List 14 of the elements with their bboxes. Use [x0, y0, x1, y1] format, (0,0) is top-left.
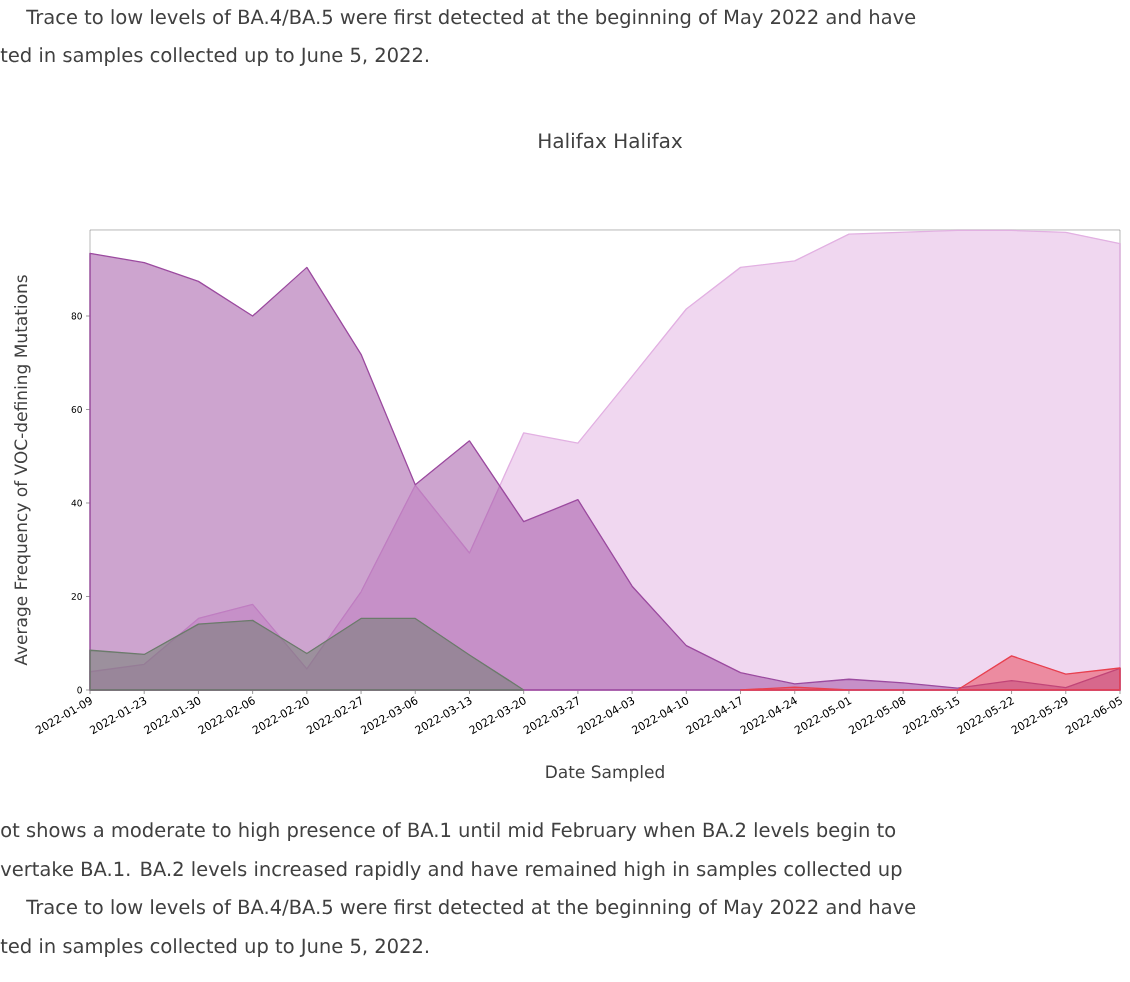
text: vertake BA.1. BA.2 levels increased rapidly and have remained high in samples collected up — [0, 861, 902, 881]
text: ted in samples collected up to June 5, 2022. — [0, 47, 428, 67]
y-tick-label: 40 — [71, 499, 82, 507]
text: ted in samples collected up to June 5, 2022. — [0, 938, 428, 958]
y-tick-label: 0 — [77, 686, 82, 694]
y-axis-title: Average Frequency of VOC-defining Mutations — [14, 275, 31, 666]
y-tick-label: 60 — [71, 406, 82, 413]
y-tick-label: 20 — [71, 593, 82, 600]
x-axis-title: Date Sampled — [546, 765, 664, 782]
text: Trace to low levels of BA.4/BA.5 were first detected at the beginning of May 2022 and have — [26, 899, 916, 919]
chart-title: Halifax Halifax — [539, 132, 683, 149]
text: Trace to low levels of BA.4/BA.5 were first detected at the beginning of May 2022 and have — [26, 9, 916, 29]
y-tick-label: 80 — [71, 312, 82, 320]
text: ot shows a moderate to high presence of BA.1 until mid February when BA.2 levels begin to — [1, 822, 896, 842]
